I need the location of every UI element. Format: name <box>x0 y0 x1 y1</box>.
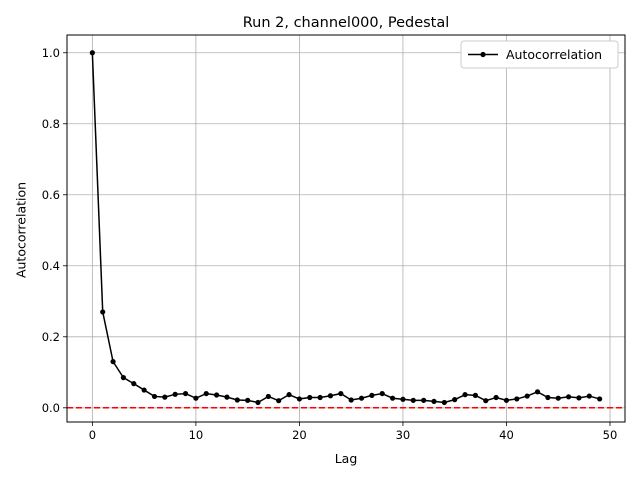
data-point <box>89 50 95 56</box>
data-point <box>503 397 510 403</box>
data-point <box>182 390 189 397</box>
data-point <box>545 394 551 401</box>
x-tick-label: 10 <box>189 428 204 442</box>
data-point <box>524 393 530 399</box>
data-point <box>131 381 137 387</box>
legend-box <box>460 40 619 69</box>
ticks: 0 10 20 30 40 50 0.0 0.2 0.4 0.6 0.8 1.0 <box>42 46 618 442</box>
data-point <box>265 393 271 400</box>
data-point <box>348 397 354 403</box>
y-axis-label: Autocorrelation <box>14 182 29 278</box>
data-point <box>120 375 127 381</box>
data-point <box>400 396 406 402</box>
data-point <box>224 394 230 400</box>
data-point <box>565 394 572 400</box>
data-point <box>462 392 468 398</box>
data-point <box>172 391 178 397</box>
data-point <box>276 398 282 404</box>
grid <box>67 35 625 422</box>
data-point <box>452 397 458 403</box>
y-tick-label: 0.4 <box>42 259 60 273</box>
data-point <box>379 390 385 397</box>
y-tick-label: 0.8 <box>42 117 60 131</box>
data-point <box>338 390 344 397</box>
chart-title: Run 2, channel000, Pedestal <box>243 15 450 31</box>
data-point <box>234 397 240 403</box>
data-point <box>441 399 447 406</box>
data-point <box>431 398 437 405</box>
data-point <box>369 392 375 398</box>
data-point <box>514 396 520 402</box>
data-point <box>151 393 158 400</box>
x-tick-label: 40 <box>499 428 514 442</box>
data-point <box>286 392 292 398</box>
data-point <box>389 395 396 401</box>
legend-marker-sample <box>480 51 486 58</box>
data-point <box>307 394 313 401</box>
x-tick-label: 0 <box>89 428 96 442</box>
series-group <box>89 50 603 406</box>
data-point <box>555 395 561 401</box>
data-point <box>245 397 251 403</box>
data-point <box>410 397 416 403</box>
legend-label: Autocorrelation <box>506 47 602 62</box>
legend: Autocorrelation <box>460 40 619 69</box>
data-point <box>534 389 541 395</box>
data-point <box>483 398 489 404</box>
data-point <box>110 359 116 365</box>
data-point <box>358 395 365 401</box>
x-axis-label: Lag <box>335 451 358 466</box>
data-point <box>255 399 261 406</box>
y-tick-label: 1.0 <box>42 46 60 60</box>
data-point <box>576 395 582 401</box>
x-tick-label: 30 <box>396 428 411 442</box>
x-tick-label: 50 <box>603 428 618 442</box>
data-point <box>193 395 199 401</box>
data-point <box>586 393 592 399</box>
data-point <box>421 397 427 403</box>
data-point <box>162 394 168 400</box>
data-point <box>100 309 106 315</box>
y-tick-label: 0.0 <box>42 401 60 415</box>
data-point <box>317 394 323 401</box>
axes-frame <box>66 34 626 423</box>
y-tick-label: 0.2 <box>42 330 60 344</box>
y-tick-label: 0.6 <box>42 188 60 202</box>
data-point <box>203 390 209 397</box>
x-tick-label: 20 <box>292 428 307 442</box>
data-point <box>597 396 603 402</box>
data-point <box>296 396 303 402</box>
data-point <box>472 392 479 398</box>
data-point <box>213 392 220 398</box>
data-point <box>327 393 334 399</box>
data-point <box>141 387 147 393</box>
data-point <box>493 394 499 401</box>
